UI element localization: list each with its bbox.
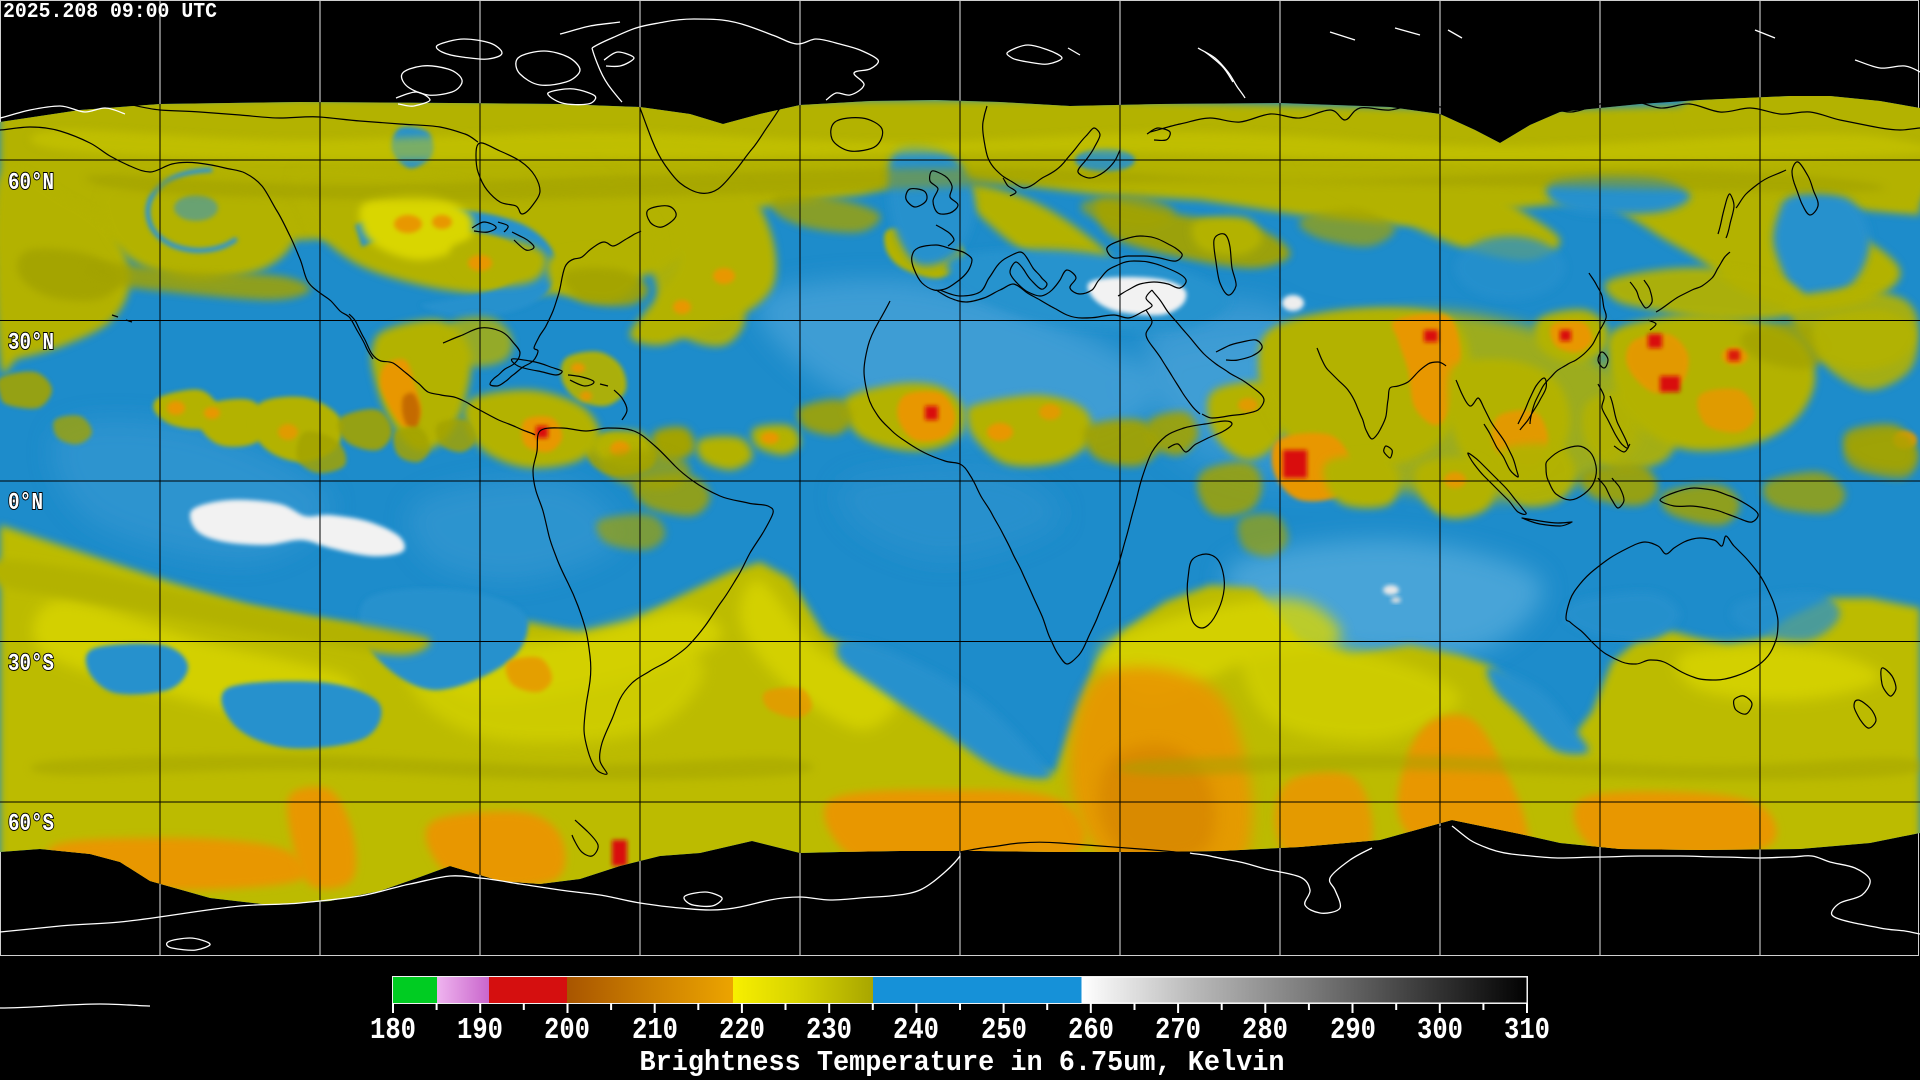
- svg-text:260: 260: [1068, 1013, 1114, 1048]
- svg-text:310: 310: [1504, 1013, 1550, 1048]
- svg-text:300: 300: [1417, 1013, 1463, 1048]
- svg-text:180: 180: [370, 1013, 416, 1048]
- svg-text:60°N: 60°N: [8, 170, 54, 197]
- svg-text:290: 290: [1330, 1013, 1376, 1048]
- svg-text:190: 190: [457, 1013, 503, 1048]
- svg-text:280: 280: [1242, 1013, 1288, 1048]
- svg-text:30°N: 30°N: [8, 330, 54, 357]
- svg-text:250: 250: [981, 1013, 1027, 1048]
- svg-text:200: 200: [544, 1013, 590, 1048]
- svg-text:240: 240: [893, 1013, 939, 1048]
- svg-text:2025.208 09:00 UTC: 2025.208 09:00 UTC: [3, 0, 217, 24]
- svg-text:210: 210: [632, 1013, 678, 1048]
- svg-text:30°S: 30°S: [8, 651, 54, 678]
- svg-text:60°S: 60°S: [8, 811, 54, 838]
- svg-text:270: 270: [1155, 1013, 1201, 1048]
- svg-text:230: 230: [806, 1013, 852, 1048]
- svg-text:0°N: 0°N: [8, 490, 43, 517]
- svg-text:220: 220: [719, 1013, 765, 1048]
- svg-text:Brightness Temperature in 6.75: Brightness Temperature in 6.75um, Kelvin: [640, 1046, 1285, 1079]
